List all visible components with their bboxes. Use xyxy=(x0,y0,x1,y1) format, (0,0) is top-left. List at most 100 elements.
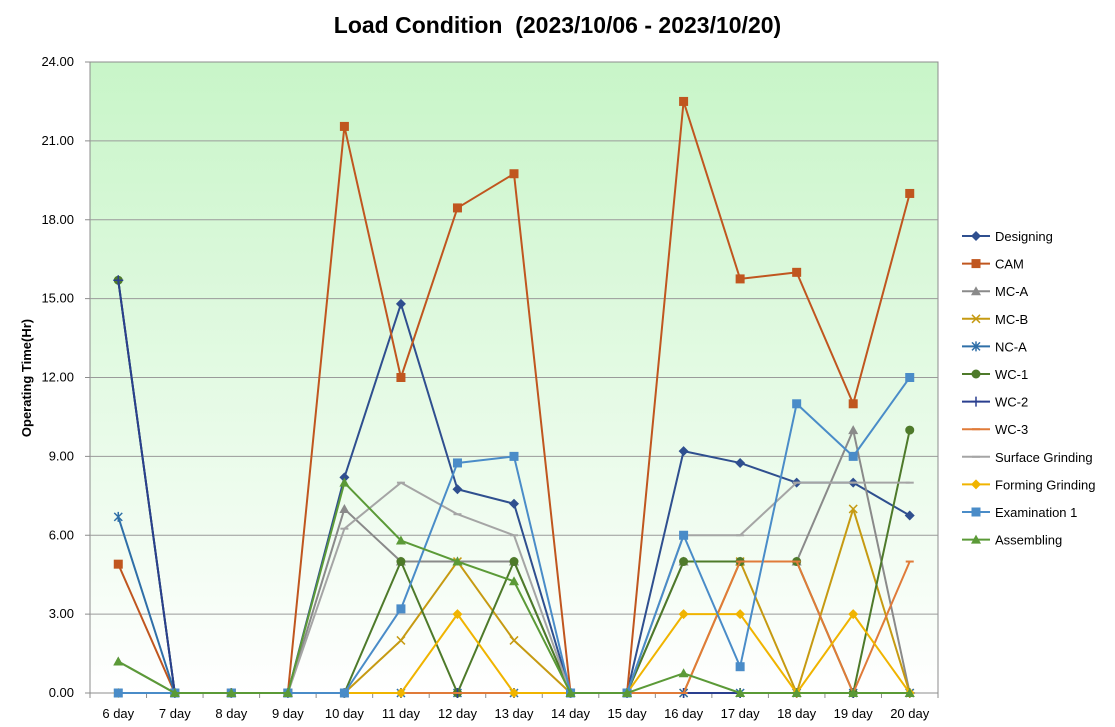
data-point xyxy=(226,688,237,697)
data-point xyxy=(452,609,463,620)
data-point xyxy=(904,688,915,697)
legend-label: WC-1 xyxy=(995,367,1028,382)
legend-label: Assembling xyxy=(995,533,1062,548)
data-point xyxy=(792,267,802,277)
legend-swatch-marker xyxy=(971,314,981,324)
data-point xyxy=(452,203,462,213)
data-point xyxy=(339,503,350,513)
data-point xyxy=(113,559,123,569)
x-tick-label: 15 day xyxy=(608,706,648,721)
series-layer xyxy=(113,96,915,698)
y-axis-ticks: 0.00 3.00 6.00 9.00 12.00 15.00 18.00 21.00 24.0… xyxy=(41,54,90,700)
legend-label: Surface Grinding xyxy=(995,450,1093,465)
y-tick-label: 9.00 xyxy=(49,448,74,463)
legend-label: Forming Grinding xyxy=(995,477,1095,492)
legend-entry: WC-2 xyxy=(962,395,1028,410)
data-point xyxy=(904,510,915,521)
data-point xyxy=(678,668,689,678)
data-point xyxy=(735,609,746,620)
data-point xyxy=(509,557,519,567)
data-point xyxy=(678,609,689,620)
data-point xyxy=(735,662,745,672)
x-tick-label: 7 day xyxy=(159,706,191,721)
data-point xyxy=(509,451,519,461)
legend-swatch-marker xyxy=(971,231,981,241)
legend-swatch-marker xyxy=(971,479,981,490)
data-point xyxy=(282,688,293,697)
x-tick-label: 17 day xyxy=(721,706,761,721)
data-point xyxy=(679,530,689,540)
x-tick-label: 20 day xyxy=(890,706,930,721)
data-point xyxy=(905,425,915,435)
y-tick-label: 21.00 xyxy=(41,133,74,148)
legend-swatch-marker xyxy=(971,534,981,544)
data-point xyxy=(679,96,689,106)
x-tick-label: 6 day xyxy=(102,706,134,721)
data-point xyxy=(678,446,689,457)
x-tick-label: 10 day xyxy=(325,706,365,721)
y-tick-label: 18.00 xyxy=(41,212,74,227)
legend-swatch-marker xyxy=(971,286,981,296)
data-point xyxy=(452,458,462,468)
x-tick-label: 16 day xyxy=(664,706,704,721)
data-point xyxy=(509,576,519,586)
legend: Designing CAM MC-A MC-B NC-A WC-1 WC-2 WC-3 Surf… xyxy=(962,229,1095,548)
legend-swatch-marker xyxy=(971,507,981,517)
x-tick-label: 18 day xyxy=(777,706,817,721)
x-tick-label: 12 day xyxy=(438,706,478,721)
data-point xyxy=(848,451,858,461)
data-point xyxy=(848,425,859,435)
legend-entry: CAM xyxy=(962,257,1024,272)
y-tick-label: 12.00 xyxy=(41,370,74,385)
legend-entry: NC-A xyxy=(962,339,1027,354)
data-point xyxy=(735,274,745,284)
data-point xyxy=(905,188,915,198)
legend-entry: Examination 1 xyxy=(962,505,1077,520)
data-point xyxy=(339,121,349,131)
legend-entry: Designing xyxy=(962,229,1053,244)
data-point xyxy=(565,688,576,697)
data-point xyxy=(509,635,519,645)
data-point xyxy=(905,373,915,382)
data-point xyxy=(509,498,519,509)
data-point xyxy=(735,457,746,468)
x-tick-label: 14 day xyxy=(551,706,591,721)
data-point xyxy=(169,688,180,697)
data-point xyxy=(848,688,859,697)
legend-label: Designing xyxy=(995,229,1053,244)
data-point xyxy=(848,399,858,409)
legend-entry: Assembling xyxy=(962,533,1062,548)
data-point xyxy=(509,169,519,179)
legend-swatch-marker xyxy=(971,341,981,352)
x-tick-label: 9 day xyxy=(272,706,304,721)
legend-entry: Surface Grinding xyxy=(962,450,1093,465)
y-axis-label: Operating Time(Hr) xyxy=(19,319,34,437)
chart-title: Load Condition (2023/10/06 - 2023/10/20) xyxy=(333,12,782,38)
legend-entry: MC-B xyxy=(962,312,1028,327)
legend-swatch-marker xyxy=(971,396,981,407)
series-assembling xyxy=(113,477,915,697)
y-tick-label: 15.00 xyxy=(41,291,74,306)
data-point xyxy=(395,535,406,545)
legend-entry: MC-A xyxy=(962,284,1029,299)
legend-label: CAM xyxy=(995,257,1024,272)
data-point xyxy=(848,609,859,620)
legend-label: Examination 1 xyxy=(995,505,1077,520)
data-point xyxy=(735,688,746,697)
data-point xyxy=(509,688,519,698)
data-point xyxy=(679,557,689,567)
data-point xyxy=(113,656,124,666)
x-tick-label: 19 day xyxy=(834,706,874,721)
data-point xyxy=(396,635,406,645)
legend-label: WC-2 xyxy=(995,395,1028,410)
data-point xyxy=(452,556,463,566)
data-point xyxy=(395,688,406,698)
legend-label: MC-B xyxy=(995,312,1028,327)
legend-label: NC-A xyxy=(995,339,1027,354)
data-point xyxy=(395,298,406,309)
data-point xyxy=(791,688,802,697)
y-tick-label: 6.00 xyxy=(49,527,74,542)
data-point xyxy=(792,399,802,409)
data-point xyxy=(113,688,123,698)
